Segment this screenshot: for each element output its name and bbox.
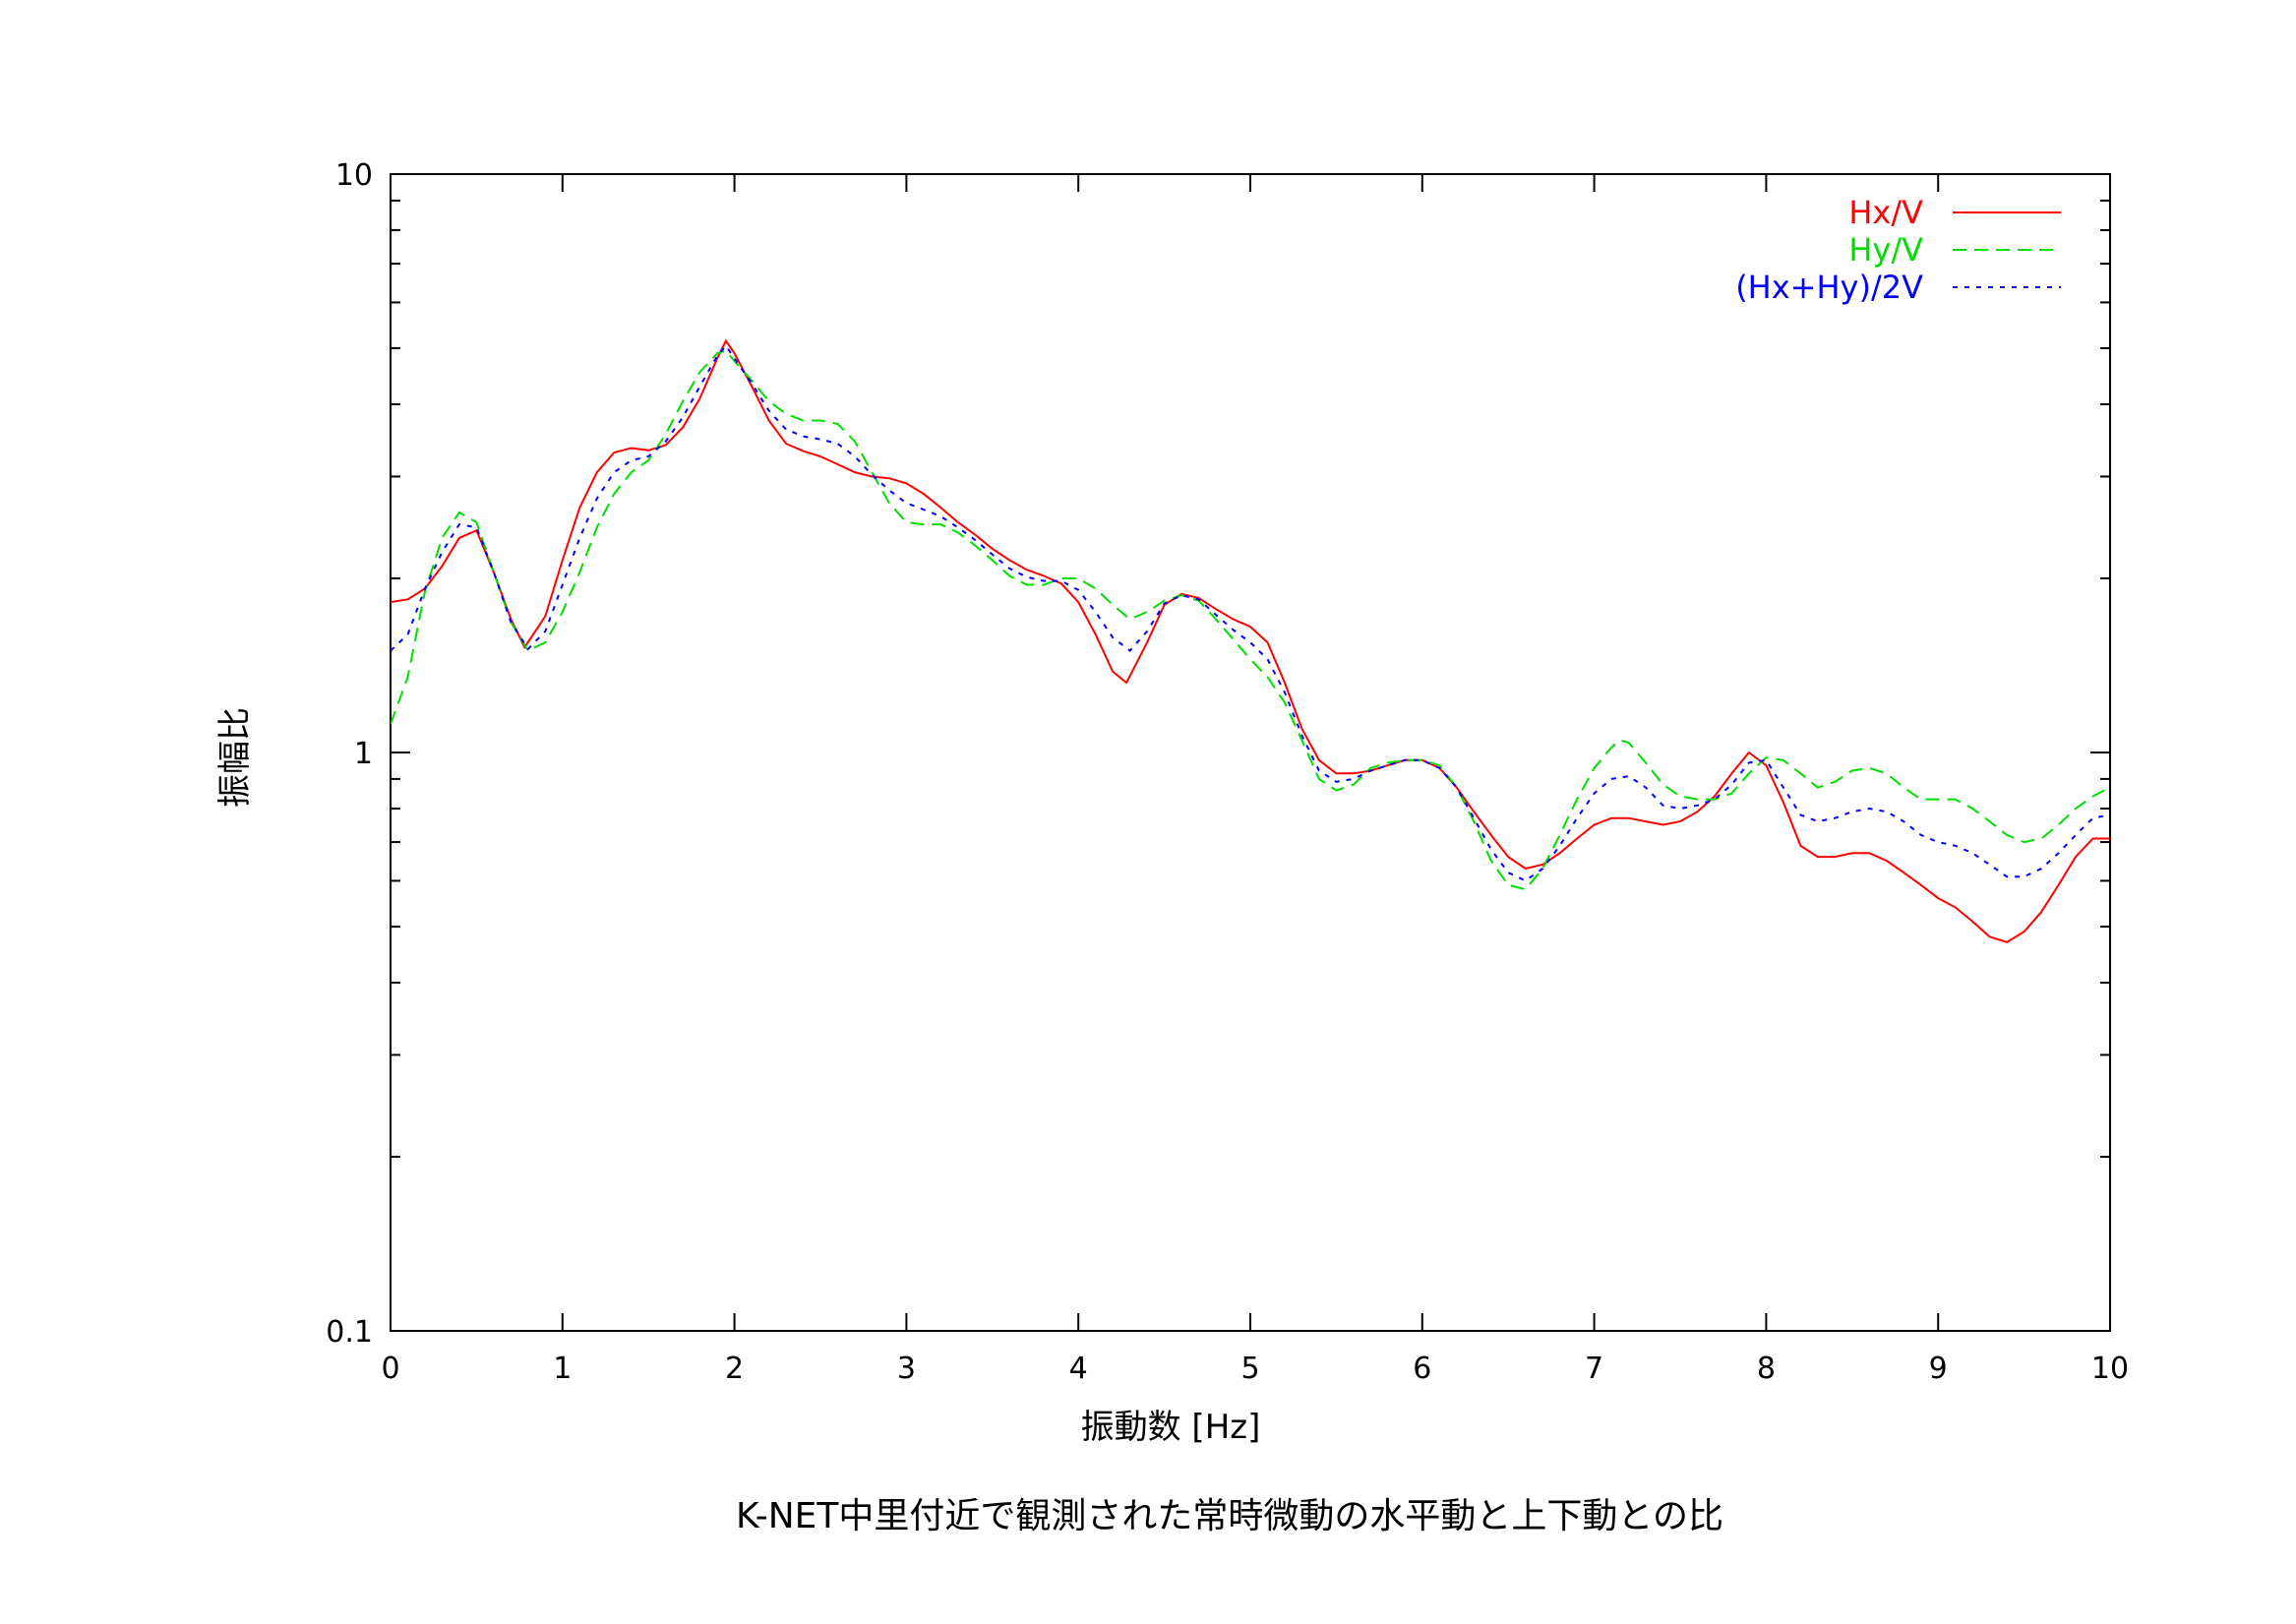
x-tick-label: 9 (1929, 1352, 1948, 1386)
legend-label: Hy/V (1848, 231, 1923, 269)
series-line-2 (391, 349, 2110, 891)
legend: Hx/VHy/V(Hx+Hy)/2V (1735, 194, 2061, 306)
x-tick-label: 4 (1069, 1352, 1088, 1386)
y-tick-label: 10 (335, 158, 373, 193)
x-tick-label: 10 (2091, 1352, 2129, 1386)
chart-caption: K-NET中里付近で観測された常時微動の水平動と上下動との比 (736, 1496, 1723, 1536)
x-tick-label: 8 (1757, 1352, 1776, 1386)
x-tick-label: 5 (1240, 1352, 1259, 1386)
x-tick-label: 6 (1413, 1352, 1431, 1386)
series-layer (391, 338, 2110, 943)
y-tick-label: 1 (354, 737, 373, 771)
x-tick-label: 1 (553, 1352, 572, 1386)
x-tick-label: 2 (725, 1352, 744, 1386)
y-axis-label: 振幅比 (215, 707, 255, 808)
x-tick-label: 3 (897, 1352, 916, 1386)
series-line-3 (391, 343, 2110, 882)
legend-label: Hx/V (1848, 194, 1923, 231)
plot-frame (390, 173, 2111, 1332)
y-tick-label: 0.1 (326, 1315, 373, 1350)
series-line-1 (391, 338, 2110, 943)
x-tick-label: 7 (1585, 1352, 1603, 1386)
x-axis-label: 振動数 [Hz] (1081, 1408, 1261, 1447)
axes-layer: 0 1 2 3 4 5 6 7 8 9 10 0.1 1 10 (326, 158, 2129, 1386)
legend-label: (Hx+Hy)/2V (1735, 269, 1923, 306)
x-tick-label: 0 (381, 1352, 399, 1386)
